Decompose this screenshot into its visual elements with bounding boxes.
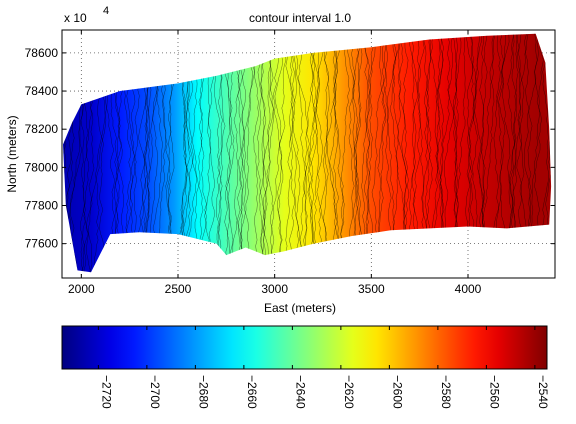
- x-axis-label: East (meters): [264, 301, 336, 315]
- contour-line: [268, 33, 280, 273]
- y-axis-ticks: 77600 77800 78000 78200 78400 78600: [25, 46, 555, 251]
- main-plot-border: [61, 29, 556, 279]
- colorbar-tick-label: −2660: [245, 375, 259, 409]
- y-tick-label: 77800: [25, 199, 59, 213]
- contour-line: [284, 33, 300, 273]
- y-tick-label: 78000: [25, 160, 59, 174]
- contour-line: [353, 33, 363, 273]
- y-tick-label: 78400: [25, 84, 59, 98]
- contour-line: [314, 33, 326, 273]
- y-exponent-label: x 10: [64, 11, 87, 25]
- x-axis-ticks: 2000 2500 3000 3500 4000: [68, 30, 482, 296]
- chart-title: contour interval 1.0: [249, 11, 351, 25]
- contour-line: [307, 33, 320, 273]
- x-tick-label: 4000: [455, 282, 482, 296]
- contour-line: [348, 33, 356, 273]
- contour-line: [329, 33, 339, 273]
- contour-line: [329, 33, 340, 273]
- contour-line: [307, 33, 318, 273]
- contour-line: [289, 33, 298, 273]
- contour-line: [277, 33, 288, 273]
- colorbar-tick-label: −2640: [293, 375, 307, 409]
- contour-line: [297, 33, 310, 273]
- y-tick-label: 78600: [25, 46, 59, 60]
- x-tick-label: 2500: [165, 282, 192, 296]
- contour-line: [324, 33, 339, 273]
- colorbar: [61, 325, 548, 370]
- y-tick-label: 77600: [25, 237, 59, 251]
- contour-line: [315, 33, 329, 273]
- colorbar-tick-label: −2600: [390, 375, 404, 409]
- contour-line: [259, 33, 275, 273]
- colorbar-tick-label: −2540: [536, 375, 550, 409]
- x-tick-label: 3500: [358, 282, 385, 296]
- colorbar-tick-label: −2700: [148, 375, 162, 409]
- contour-line: [346, 33, 359, 273]
- y-tick-label: 78200: [25, 122, 59, 136]
- contour-line: [290, 33, 302, 273]
- contour-line: [269, 33, 283, 273]
- colorbar-ticks: −2720 −2700 −2680 −2660 −2640 −2620 −2600 −2580…: [97, 326, 550, 409]
- y-exponent-power: 4: [103, 5, 109, 17]
- y-axis-label: North (meters): [5, 115, 19, 192]
- x-tick-label: 3000: [261, 282, 288, 296]
- x-tick-label: 2000: [68, 282, 95, 296]
- contour-line: [299, 33, 315, 273]
- colorbar-tick-label: −2720: [99, 375, 113, 409]
- contour-line: [352, 33, 361, 273]
- colorbar-tick-label: −2560: [487, 375, 501, 409]
- colorbar-tick-label: −2680: [196, 375, 210, 409]
- contour-line: [294, 33, 308, 273]
- contour-line: [318, 33, 344, 273]
- contour-line: [361, 33, 371, 273]
- contour-line: [257, 33, 264, 273]
- contour-line: [340, 33, 350, 273]
- colorbar-tick-label: −2620: [342, 375, 356, 409]
- colorbar-tick-label: −2580: [439, 375, 453, 409]
- contour-line: [285, 33, 295, 273]
